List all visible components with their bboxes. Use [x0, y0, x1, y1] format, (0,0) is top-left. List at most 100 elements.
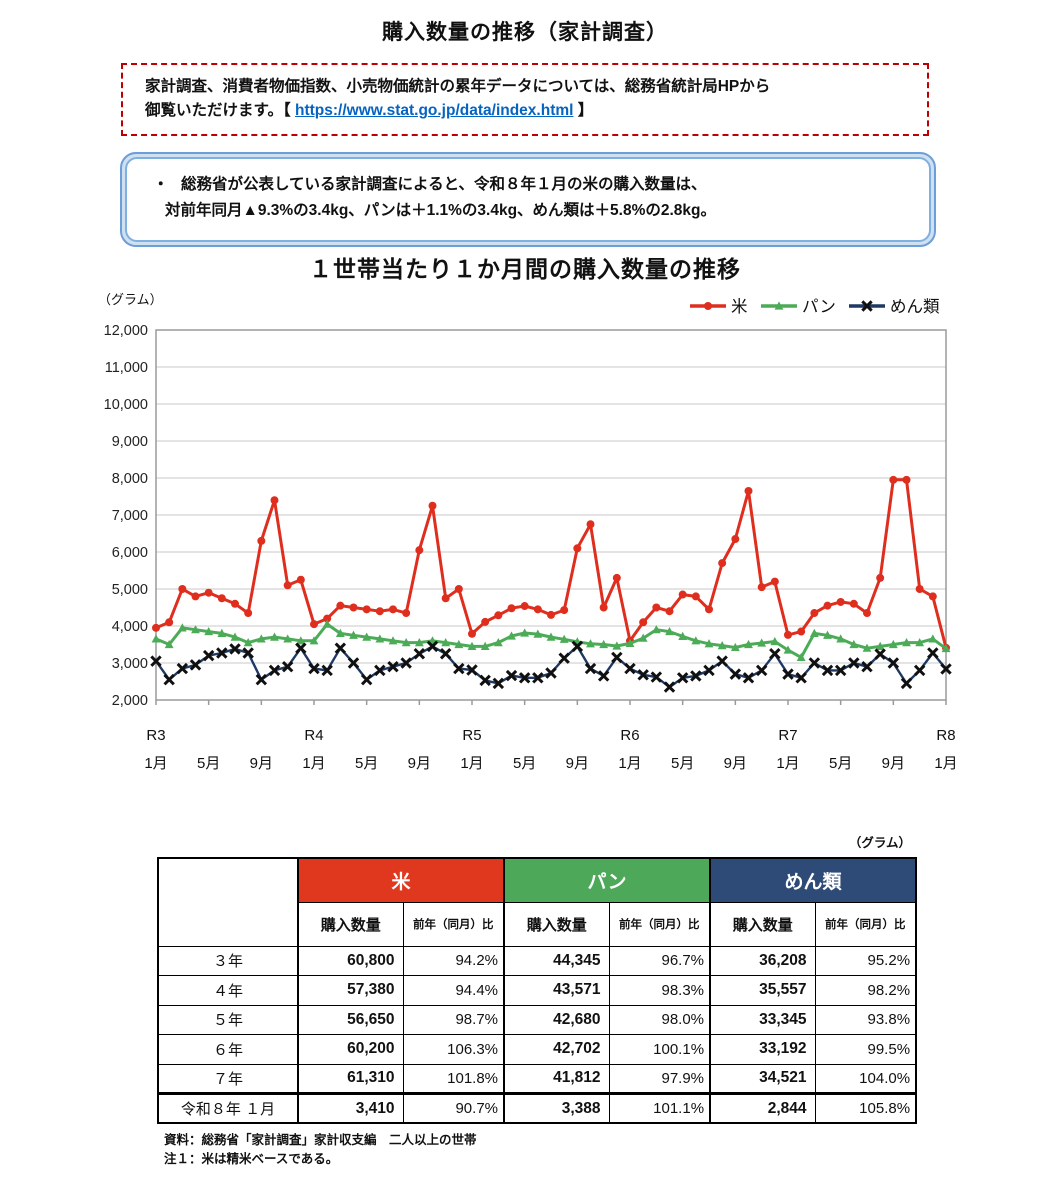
notice-line1: 家計調査、消費者物価指数、小売物価統計の累年データについては、総務省統計局HPか… — [145, 78, 771, 95]
yoy-cell: 99.5% — [814, 1034, 917, 1065]
yoy-cell: 96.7% — [608, 945, 711, 976]
row-label: 令和８年 １月 — [157, 1092, 299, 1124]
table-row: ６年 60,200 106.3% 42,702 100.1% 33,192 99.5% — [157, 1034, 917, 1065]
summary-line2: 対前年同月▲9.3%の3.4kg、パンは＋1.1%の3.4kg、めん類は＋5.8… — [165, 202, 717, 220]
x-axis-month-label: 5月 — [671, 755, 694, 772]
summary-box: ・ 総務省が公表している家計調査によると、令和８年１月の米の購入数量は、 対前年… — [120, 152, 936, 247]
table-row: ３年 60,800 94.2% 44,345 96.7% 36,208 95.2% — [157, 945, 917, 976]
notice-line2-prefix: 御覧いただけます。【 — [145, 102, 296, 120]
y-axis-tick-label: 11,000 — [105, 360, 148, 376]
y-axis-tick-label: 10,000 — [104, 397, 148, 413]
x-axis-month-label: 9月 — [882, 755, 905, 772]
row-label: ６年 — [157, 1034, 299, 1065]
summary-line1: ・ 総務省が公表している家計調査によると、令和８年１月の米の購入数量は、 — [151, 172, 909, 198]
x-axis-month-label: 9月 — [250, 755, 273, 772]
x-axis-month-label: 1月 — [302, 755, 325, 772]
y-axis-tick-label: 7,000 — [112, 508, 148, 524]
table-row: ７年 61,310 101.8% 41,812 97.9% 34,521 104.0% — [157, 1063, 917, 1094]
yoy-cell: 95.2% — [814, 945, 917, 976]
yoy-cell: 106.3% — [402, 1034, 505, 1065]
footnote-source: 資料：総務省「家計調査」家計収支編 二人以上の世帯 — [164, 1133, 477, 1147]
qty-cell: 33,345 — [709, 1004, 816, 1035]
y-axis-tick-label: 4,000 — [112, 619, 148, 635]
yoy-cell: 94.2% — [402, 945, 505, 976]
purchase-trend-chart: 2,000 3,000 4,000 5,000 6,000 7,000 8,000 9,000… — [92, 288, 964, 788]
chart-svg: 2,000 3,000 4,000 5,000 6,000 7,000 8,000 9,000… — [98, 292, 958, 772]
row-label: ５年 — [157, 1004, 299, 1035]
qty-cell: 42,680 — [503, 1004, 610, 1035]
table-row: 令和８年 １月 3,410 90.7% 3,388 101.1% 2,844 105.8% — [157, 1092, 917, 1124]
x-axis-month-label: 5月 — [513, 755, 536, 772]
x-axis-era-label: R3 — [146, 727, 165, 744]
table-group-header-row: 米パン めん類 — [157, 857, 917, 947]
series-line-米 — [155, 478, 948, 649]
x-axis-month-label: 1月 — [934, 755, 957, 772]
qty-cell: 61,310 — [297, 1063, 404, 1094]
notice-line2-suffix: 】 — [573, 102, 594, 120]
sub-header-qty: 購入数量 — [297, 901, 404, 947]
sub-header-qty: 購入数量 — [503, 901, 610, 947]
y-axis-tick-label: 9,000 — [112, 434, 148, 450]
y-axis-tick-label: 12,000 — [104, 323, 148, 339]
qty-cell: 44,345 — [503, 945, 610, 976]
x-axis-era-label: R5 — [462, 727, 481, 744]
yoy-cell: 98.2% — [814, 975, 917, 1006]
summary-line1-text: 総務省が公表している家計調査によると、令和８年１月の米の購入数量は、 — [181, 176, 707, 193]
yoy-cell: 94.4% — [402, 975, 505, 1006]
data-table-section: （グラム） 米パン めん類 購入数量 前年（同月）比 購入数量 前年（同月）比 購入数量 前年… — [157, 832, 918, 1124]
x-axis-month-label: 5月 — [197, 755, 220, 772]
legend-item-パン: パン — [761, 298, 836, 316]
group-header-パン: パン — [503, 857, 711, 903]
sub-header-yoy: 前年（同月）比 — [608, 901, 711, 947]
qty-cell: 2,844 — [709, 1092, 816, 1124]
qty-cell: 36,208 — [709, 945, 816, 976]
yoy-cell: 98.7% — [402, 1004, 505, 1035]
table-sub-header-row: 購入数量 前年（同月）比 購入数量 前年（同月）比 購入数量 前年（同月）比 — [158, 901, 917, 947]
stat-bureau-link[interactable]: https://www.stat.go.jp/data/index.html — [295, 102, 574, 120]
yoy-cell: 93.8% — [814, 1004, 917, 1035]
qty-cell: 33,192 — [709, 1034, 816, 1065]
qty-cell: 57,380 — [297, 975, 404, 1006]
table-row: ５年 56,650 98.7% 42,680 98.0% 33,345 93.8% — [157, 1004, 917, 1035]
x-axis-month-label: 9月 — [724, 755, 747, 772]
row-label: ４年 — [157, 975, 299, 1006]
x-axis-era-label: R6 — [620, 727, 639, 744]
qty-cell: 35,557 — [709, 975, 816, 1006]
qty-cell: 60,800 — [297, 945, 404, 976]
yoy-cell: 100.1% — [608, 1034, 711, 1065]
x-axis-month-label: 1月 — [144, 755, 167, 772]
x-axis-month-label: 1月 — [460, 755, 483, 772]
y-axis-tick-label: 3,000 — [112, 656, 148, 672]
y-axis-tick-label: 5,000 — [112, 582, 148, 598]
qty-cell: 43,571 — [503, 975, 610, 1006]
x-axis-month-label: 5月 — [355, 755, 378, 772]
group-header-米: 米 — [296, 857, 505, 903]
y-axis-unit-label: （グラム） — [98, 292, 163, 307]
qty-cell: 60,200 — [297, 1034, 404, 1065]
y-axis-tick-label: 2,000 — [112, 693, 148, 709]
qty-cell: 3,410 — [297, 1092, 404, 1124]
sub-header-yoy: 前年（同月）比 — [402, 901, 505, 947]
footnotes: 資料：総務省「家計調査」家計収支編 二人以上の世帯 注１：米は精米ベースである。 — [164, 1131, 477, 1170]
qty-cell: 34,521 — [709, 1063, 816, 1094]
row-label: ３年 — [157, 945, 299, 976]
notice-box: 家計調査、消費者物価指数、小売物価統計の累年データについては、総務省統計局HPか… — [121, 63, 929, 137]
bullet-icon: ・ — [153, 176, 169, 193]
summary-box-inner: ・ 総務省が公表している家計調査によると、令和８年１月の米の購入数量は、 対前年… — [125, 157, 931, 242]
sub-header-qty: 購入数量 — [709, 901, 816, 947]
x-axis-month-label: 1月 — [618, 755, 641, 772]
qty-cell: 3,388 — [503, 1092, 610, 1124]
y-axis-tick-label: 8,000 — [112, 471, 148, 487]
legend-label: めん類 — [890, 297, 940, 316]
x-axis-month-label: 1月 — [776, 755, 799, 772]
qty-cell: 41,812 — [503, 1063, 610, 1094]
x-axis-era-label: R8 — [936, 727, 955, 744]
yoy-cell: 98.0% — [608, 1004, 711, 1035]
x-axis-month-label: 5月 — [829, 755, 852, 772]
sub-header-yoy: 前年（同月）比 — [814, 901, 917, 947]
x-axis-era-label: R7 — [778, 727, 797, 744]
legend-item-めん類: めん類 — [849, 297, 940, 316]
yoy-cell: 90.7% — [402, 1092, 505, 1124]
yoy-cell: 105.8% — [814, 1092, 917, 1124]
yoy-cell: 98.3% — [608, 975, 711, 1006]
